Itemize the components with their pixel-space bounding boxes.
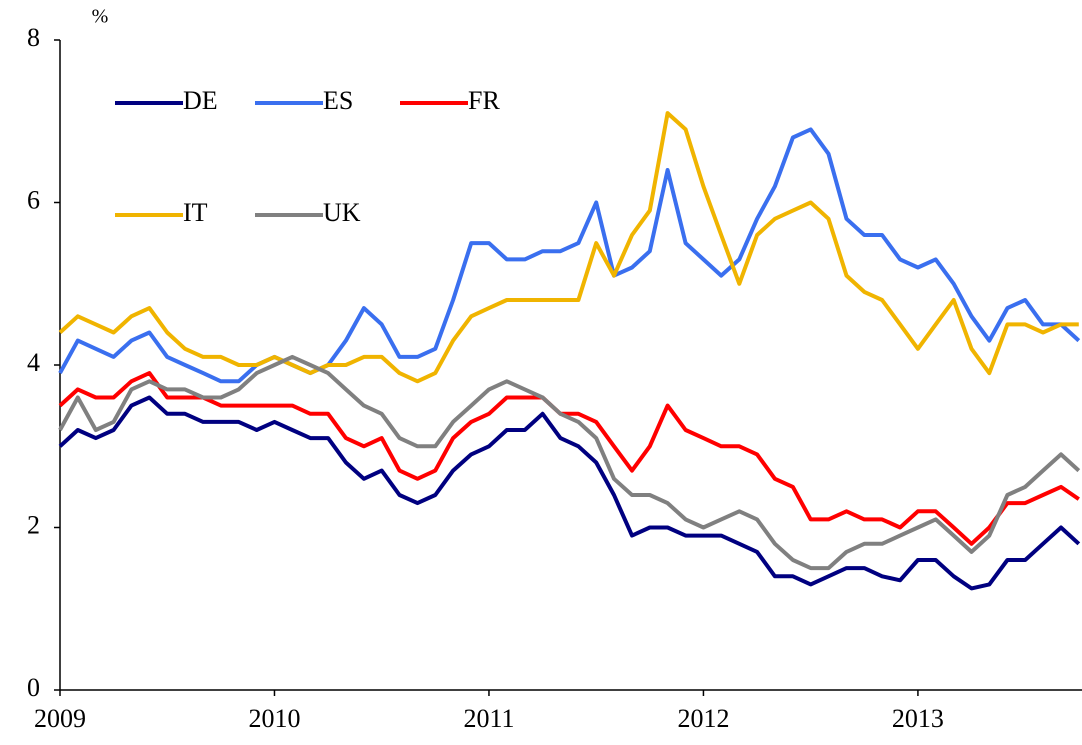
legend-label: DE — [183, 86, 218, 115]
series-line — [58, 395, 1081, 591]
x-tick-label: 2009 — [34, 704, 86, 733]
x-tick-label: 2013 — [892, 704, 944, 733]
series-line — [58, 127, 1081, 384]
y-tick-label: 6 — [27, 185, 40, 214]
legend-label: IT — [183, 198, 208, 227]
y-tick-label: 0 — [27, 673, 40, 702]
x-tick-label: 2011 — [463, 704, 514, 733]
series-line — [58, 354, 1081, 571]
legend-label: UK — [323, 198, 361, 227]
y-tick-label: 2 — [27, 510, 40, 539]
series-line — [58, 371, 1080, 546]
y-unit-label: % — [92, 6, 109, 28]
legend-label: ES — [323, 86, 353, 115]
series-line — [58, 111, 1079, 384]
x-tick-label: 2010 — [248, 704, 300, 733]
x-tick-label: 2012 — [677, 704, 729, 733]
legend-label: FR — [468, 86, 500, 115]
y-tick-label: 8 — [27, 23, 40, 52]
y-tick-label: 4 — [27, 348, 40, 377]
